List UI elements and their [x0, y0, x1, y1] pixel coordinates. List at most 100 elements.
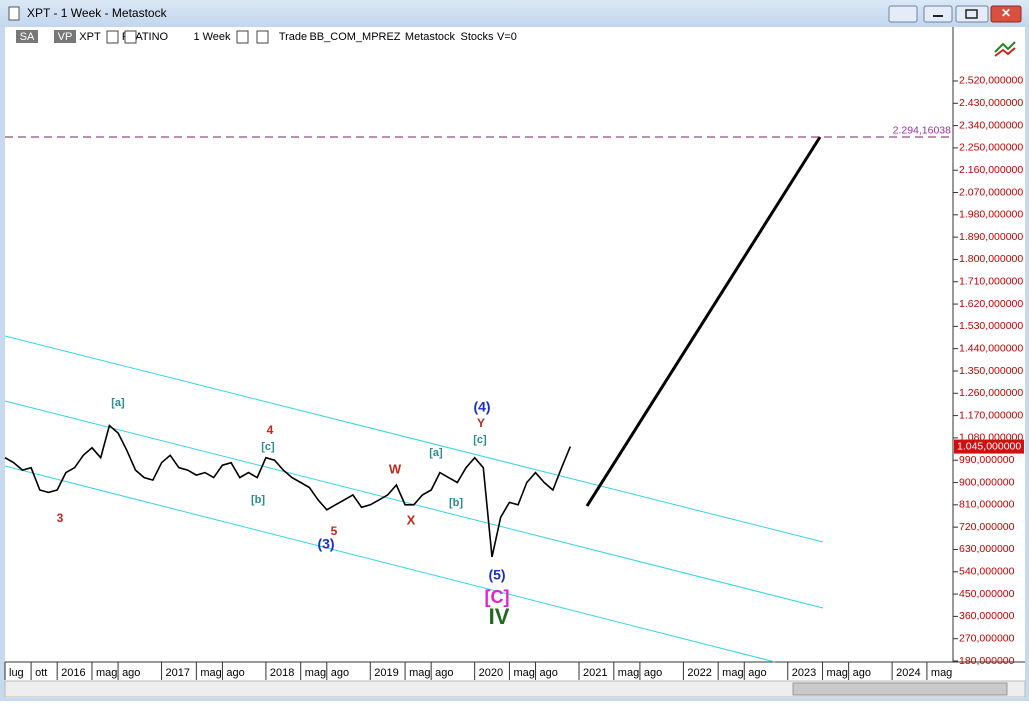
y-tick-label: 1.890,000000 [959, 231, 1023, 243]
y-tick-label: 2.160,000000 [959, 164, 1023, 176]
scrollbar[interactable] [4, 680, 1026, 698]
y-tick-label: 1.440,000000 [959, 342, 1023, 354]
y-tick-label: 270,000000 [959, 632, 1015, 644]
y-tick-label: 180,000000 [959, 655, 1015, 667]
y-tick-label: 540,000000 [959, 566, 1015, 578]
close-button[interactable] [990, 5, 1022, 23]
x-tick-label: ago [435, 667, 453, 679]
y-tick-label: 990,000000 [959, 454, 1015, 466]
y-tick-label: 2.520,000000 [959, 75, 1023, 87]
wave-label: W [389, 461, 402, 476]
x-tick-label: mag [305, 667, 326, 679]
x-tick-label: mag [409, 667, 430, 679]
dropdown[interactable] [124, 30, 137, 44]
wave-label: (5) [488, 567, 505, 583]
wave-label: Y [477, 416, 485, 430]
x-tick-label: 2019 [374, 667, 398, 679]
toolbar-label: Metastock [405, 31, 456, 43]
x-tick-label: ago [853, 667, 871, 679]
channel-line [4, 465, 776, 663]
wave-label: [c] [261, 441, 275, 453]
x-tick-label: 2016 [61, 667, 85, 679]
y-tick-label: 1.800,000000 [959, 253, 1023, 265]
y-tick-label: 2.340,000000 [959, 119, 1023, 131]
target-level-label: 2.294,16038 [893, 125, 952, 137]
y-tick-label: 900,000000 [959, 476, 1015, 488]
x-tick-label: 2023 [792, 667, 816, 679]
wave-label: 4 [267, 423, 274, 437]
scrollbar-thumb[interactable] [792, 682, 1008, 696]
wave-label: IV [489, 604, 510, 629]
chart-area [5, 27, 1025, 698]
window-icon [8, 6, 20, 21]
wave-label: [a] [429, 447, 443, 459]
x-tick-label: mag [513, 667, 534, 679]
toolbar-button[interactable] [54, 30, 76, 43]
x-tick-label: ott [35, 667, 47, 679]
toolbar-label: BB_COM_MPREZ [309, 31, 400, 43]
x-tick-label: ago [540, 667, 558, 679]
wave-label: (4) [473, 399, 490, 415]
x-tick-label: 2020 [479, 667, 503, 679]
wave-label: [b] [449, 497, 463, 509]
x-tick-label: ago [226, 667, 244, 679]
chart-tool-icon[interactable] [994, 41, 1016, 57]
wave-label: 5 [331, 524, 338, 538]
x-tick-label: mag [618, 667, 639, 679]
y-tick-label: 1.350,000000 [959, 365, 1023, 377]
x-tick-label: ago [748, 667, 766, 679]
toolbar-label: Trade [279, 31, 307, 43]
x-tick-label: 2022 [687, 667, 711, 679]
y-tick-label: 1.620,000000 [959, 298, 1023, 310]
wave-label: [C] [485, 587, 510, 607]
x-tick-label: mag [200, 667, 221, 679]
x-tick-label: 2024 [896, 667, 920, 679]
x-tick-label: 2017 [166, 667, 190, 679]
toolbar: SA VP XPT PLATINO 1 Week Trade BB_COM_MPREZ Met… [16, 30, 517, 44]
x-tick-label: 2021 [583, 667, 607, 679]
dropdown[interactable] [236, 30, 249, 44]
maximize-button[interactable] [955, 5, 989, 23]
toolbar-button[interactable] [16, 30, 38, 43]
wave-label: X [407, 512, 416, 527]
x-tick-label: mag [931, 667, 952, 679]
close-glyph: ✕ [1001, 6, 1011, 20]
wave-label: 3 [57, 511, 64, 525]
price-line [4, 424, 572, 558]
last-price-tag [954, 439, 1024, 454]
y-tick-label: 360,000000 [959, 610, 1015, 622]
x-tick-label: ago [331, 667, 349, 679]
wave-label: [b] [251, 494, 265, 506]
toolbar-label: 1 Week [193, 31, 231, 43]
y-tick-label: 1.260,000000 [959, 387, 1023, 399]
x-tick-label: lug [9, 667, 24, 679]
title-bar [0, 0, 1029, 27]
dropdown[interactable] [106, 30, 119, 44]
restore-button[interactable] [888, 5, 918, 23]
y-tick-label: 1.980,000000 [959, 209, 1023, 221]
x-tick-label: mag [96, 667, 117, 679]
maximize-glyph [965, 9, 978, 19]
dropdown[interactable] [256, 30, 269, 44]
y-tick-label: 450,000000 [959, 588, 1015, 600]
last-price-label: 1.045,000000 [957, 440, 1021, 452]
projection-line [585, 136, 822, 507]
x-tick-label: mag [827, 667, 848, 679]
wave-label: [a] [111, 397, 125, 409]
window-title: XPT - 1 Week - Metastock [27, 6, 168, 20]
y-tick-label: 720,000000 [959, 521, 1015, 533]
x-tick-label: ago [644, 667, 662, 679]
y-tick-label: 1.170,000000 [959, 409, 1023, 421]
x-tick-label: ago [122, 667, 140, 679]
toolbar-label: Stocks [460, 31, 494, 43]
y-tick-label: 1.530,000000 [959, 320, 1023, 332]
y-tick-label: 2.250,000000 [959, 142, 1023, 154]
toolbar-label: SA [20, 31, 35, 43]
minimize-button[interactable] [923, 5, 953, 23]
wave-label: (3) [317, 536, 334, 552]
x-tick-label: 2018 [270, 667, 294, 679]
toolbar-label: V=0 [497, 31, 517, 43]
y-tick-label: 2.430,000000 [959, 97, 1023, 109]
y-tick-label: 810,000000 [959, 499, 1015, 511]
